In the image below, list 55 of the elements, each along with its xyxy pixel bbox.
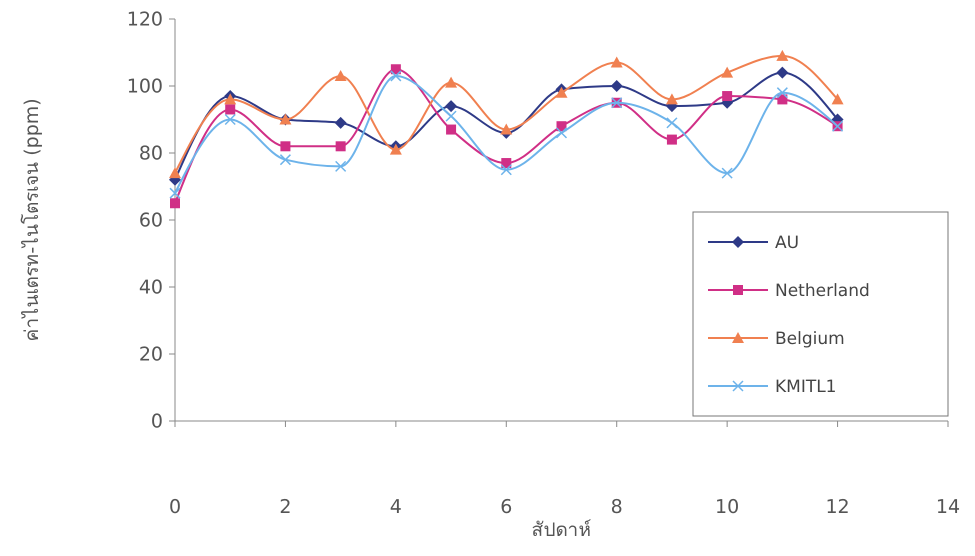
point (390, 70, 402, 82)
y-tick-label: 40 (138, 276, 163, 299)
point (280, 154, 292, 166)
point (776, 86, 788, 98)
point (721, 66, 734, 78)
point (445, 110, 457, 122)
point (169, 187, 181, 199)
legend-label: KMITL1 (775, 376, 837, 397)
point (280, 141, 290, 152)
point (556, 86, 568, 98)
x-tick-label: 6 (500, 496, 512, 518)
point (610, 56, 623, 68)
legend-label: AU (775, 232, 800, 253)
point (776, 66, 788, 79)
y-tick-label: 120 (126, 8, 163, 31)
point (832, 93, 844, 104)
x-axis-title: สัปดาห์ (532, 519, 592, 541)
legend-label: Belgium (775, 328, 845, 349)
x-tick-label: 0 (168, 496, 182, 518)
point (334, 70, 347, 81)
point (446, 124, 456, 135)
y-tick-label: 20 (138, 344, 163, 366)
point (170, 198, 180, 208)
point (666, 117, 678, 129)
y-tick-label: 100 (126, 76, 163, 98)
y-axis-title: ค่าไนเตรท-ไนโตรเจน (ppm) (20, 98, 43, 342)
point (225, 104, 236, 114)
y-tick-label: 0 (150, 410, 163, 433)
point (445, 100, 458, 112)
point (224, 114, 236, 126)
point (445, 76, 458, 88)
point (224, 93, 236, 104)
point (776, 50, 788, 61)
y-tick-label: 60 (138, 210, 163, 232)
x-tick-label: 14 (936, 496, 960, 518)
point (334, 116, 347, 129)
x-tick-label: 4 (390, 496, 402, 518)
x-tick-label: 8 (610, 496, 623, 518)
point (721, 167, 733, 179)
point (722, 91, 732, 102)
point (390, 144, 402, 155)
point (336, 141, 346, 152)
point (500, 164, 512, 176)
point (610, 80, 623, 92)
point (500, 124, 512, 135)
x-tick-label: 10 (715, 496, 740, 518)
point (556, 127, 568, 139)
point (334, 160, 346, 172)
point (169, 167, 181, 178)
point (666, 134, 677, 145)
y-tick-label: 80 (138, 142, 163, 165)
legend-label: Netherland (775, 280, 870, 301)
point (666, 93, 678, 104)
x-tick-label: 2 (279, 496, 292, 518)
x-tick-label: 12 (825, 496, 850, 518)
